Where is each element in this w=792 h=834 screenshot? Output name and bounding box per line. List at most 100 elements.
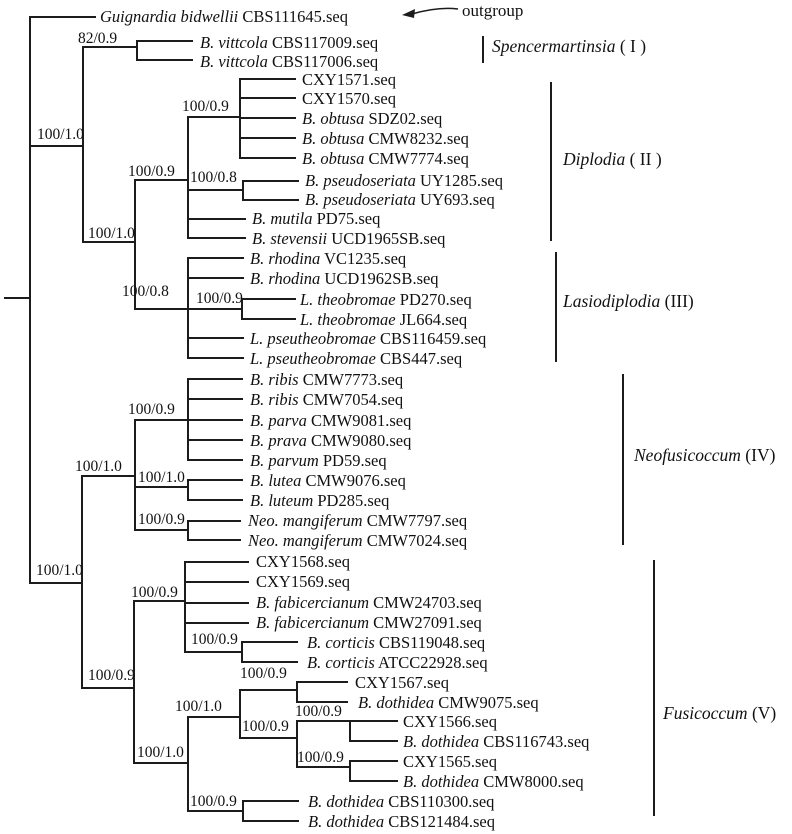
taxon-strain-id: CMW7797.seq — [362, 511, 468, 530]
taxon-label: B. dothidea CBS121484.seq — [308, 812, 495, 831]
branch-line-horizontal — [296, 720, 351, 722]
branch-line-horizontal — [239, 737, 298, 739]
taxon-strain-id: CMW7054.seq — [298, 390, 404, 409]
clade-bracket — [555, 252, 557, 362]
branch-line-horizontal — [187, 277, 244, 279]
taxon-label: B. dothidea CBS110300.seq — [308, 792, 494, 811]
taxon-label: B. obtusa CMW8232.seq — [302, 129, 469, 148]
branch-line-vertical — [187, 520, 189, 541]
taxon-label: B. ribis CMW7773.seq — [250, 370, 403, 389]
support-value: 100/0.9 — [128, 401, 175, 418]
taxon-label: B. obtusa CMW7774.seq — [302, 149, 469, 168]
support-value: 100/0.9 — [240, 665, 287, 682]
clade-label: Lasiodiplodia (III) — [563, 291, 694, 311]
taxon-species-name: B. dothidea — [403, 772, 480, 791]
taxon-label: L. pseutheobromae CBS116459.seq — [250, 329, 486, 348]
branch-line-horizontal — [187, 439, 243, 441]
branch-line-vertical — [184, 561, 186, 653]
taxon-label: L. theobromae JL664.seq — [300, 310, 467, 329]
support-value: 100/0.9 — [196, 290, 243, 307]
branch-line-horizontal — [187, 378, 243, 380]
taxon-label: CXY1571.seq — [302, 70, 396, 89]
branch-line-vertical — [349, 720, 351, 742]
clade-numeral: (III) — [660, 291, 694, 311]
taxon-strain-id: UCD1962SB.seq — [320, 269, 439, 288]
clade-bracket — [482, 36, 484, 63]
support-value: 100/1.0 — [138, 469, 185, 486]
taxon-label: B. luteum PD285.seq — [250, 491, 389, 510]
branch-line-vertical — [241, 298, 243, 320]
branch-line-horizontal — [133, 600, 186, 602]
taxon-species-name: B. dothidea — [308, 792, 385, 811]
support-value: 82/0.9 — [78, 30, 118, 47]
taxon-species-name: Neo. mangiferum — [248, 531, 363, 550]
taxon-strain-id: CMW9075.seq — [434, 693, 539, 712]
taxon-species-name: B. parvum — [250, 451, 319, 470]
taxon-strain-id: UY693.seq — [415, 190, 495, 209]
support-value: 100/0.9 — [242, 718, 289, 735]
branch-line-vertical — [239, 78, 241, 159]
taxon-species-name: B. vittcola — [200, 52, 268, 71]
branch-line-horizontal — [187, 716, 241, 718]
taxon-species-name: B. ribis — [250, 390, 299, 409]
taxon-species-name: L. theobromae — [300, 310, 396, 329]
taxon-species-name: B. parva — [250, 411, 307, 430]
support-value: 100/1.0 — [37, 126, 84, 143]
clade-label: Diplodia ( II ) — [563, 149, 662, 169]
branch-line-horizontal — [349, 720, 398, 722]
taxon-label: B. parva CMW9081.seq — [250, 411, 411, 430]
taxon-label: B. vittcola CBS117009.seq — [200, 33, 378, 52]
branch-line-horizontal — [136, 40, 193, 42]
branch-line-horizontal — [296, 681, 348, 683]
branch-line-horizontal — [187, 237, 246, 239]
support-value: 100/0.9 — [138, 511, 185, 528]
taxon-label: B. stevensii UCD1965SB.seq — [252, 229, 445, 248]
clade-numeral: ( I ) — [615, 36, 647, 56]
taxon-species-name: B. obtusa — [302, 149, 365, 168]
clade-bracket — [550, 82, 552, 241]
branch-line-vertical — [29, 16, 31, 584]
taxon-species-name: B. pseudoseriata — [305, 171, 416, 190]
branch-line-vertical — [187, 378, 189, 461]
branch-line-horizontal — [349, 760, 398, 762]
taxon-species-name: L. theobromae — [300, 290, 396, 309]
support-value: 100/0.9 — [191, 631, 238, 648]
branch-line-horizontal — [134, 308, 189, 310]
taxon-strain-id: CMW7773.seq — [298, 370, 404, 389]
taxon-strain-id: ATCC22928.seq — [374, 653, 488, 672]
taxon-species-name: B. lutea — [250, 471, 302, 490]
branch-line-vertical — [242, 180, 244, 201]
taxon-species-name: B. corticis — [307, 633, 375, 652]
taxon-strain-id: CBS116743.seq — [479, 732, 590, 751]
taxon-label: CXY1570.seq — [302, 89, 396, 108]
taxon-strain-id: CBS447.seq — [375, 349, 463, 368]
branch-line-vertical — [134, 419, 136, 531]
support-value: 100/1.0 — [36, 562, 83, 579]
branch-line-vertical — [187, 716, 189, 812]
clade-numeral: (IV) — [740, 445, 776, 465]
taxon-label: Guignardia bidwellii CBS111645.seq — [100, 7, 348, 26]
branch-line-horizontal — [184, 561, 249, 563]
taxon-label: B. dothidea CMW9075.seq — [358, 693, 539, 712]
clade-numeral: (V) — [747, 703, 777, 723]
branch-line-horizontal — [241, 661, 298, 663]
branch-line-horizontal — [241, 318, 296, 320]
branch-line-horizontal — [187, 337, 244, 339]
taxon-strain-id: CMW7024.seq — [362, 531, 468, 550]
support-value: 100/0.9 — [88, 667, 135, 684]
clade-label: Neofusicoccum (IV) — [634, 445, 775, 465]
taxon-label: B. obtusa SDZ02.seq — [302, 109, 442, 128]
taxon-strain-id: CMW9081.seq — [306, 411, 412, 430]
support-value: 100/0.9 — [182, 98, 229, 115]
taxon-strain-id: PD285.seq — [313, 491, 390, 510]
branch-line-horizontal — [349, 780, 398, 782]
branch-line-horizontal — [239, 157, 296, 159]
branch-line-horizontal — [187, 520, 241, 522]
branch-line-vertical — [134, 179, 136, 310]
branch-line-vertical — [296, 681, 298, 703]
branch-line-horizontal — [187, 479, 243, 481]
clade-bracket — [653, 560, 655, 816]
taxon-strain-id: CMW8232.seq — [364, 129, 469, 148]
taxon-strain-id: CBS117006.seq — [267, 52, 379, 71]
